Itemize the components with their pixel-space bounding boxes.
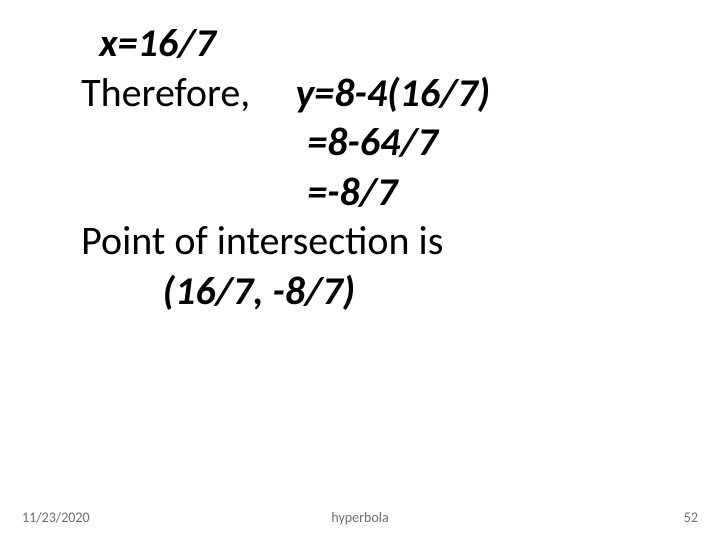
line-x-value: x=16/7 <box>54 18 680 68</box>
line-therefore: Therefore, y=8-4(16/7) <box>54 68 680 118</box>
line-y-expr-3: =-8/7 <box>54 167 680 217</box>
text-therefore: Therefore, <box>54 68 295 117</box>
text-y-expr-1: y=8-4(16/7) <box>295 68 490 117</box>
slide-content: x=16/7 Therefore, y=8-4(16/7) =8-64/7 =-… <box>54 18 680 316</box>
footer-title: hyperbola <box>331 509 388 526</box>
footer-date: 11/23/2020 <box>22 509 90 526</box>
line-y-expr-2: =8-64/7 <box>54 117 680 167</box>
footer-page-number: 52 <box>684 509 698 526</box>
line-point-value: (16/7, -8/7) <box>54 266 680 316</box>
slide: x=16/7 Therefore, y=8-4(16/7) =8-64/7 =-… <box>0 0 720 540</box>
line-point-label: Point of intersection is <box>54 216 680 266</box>
